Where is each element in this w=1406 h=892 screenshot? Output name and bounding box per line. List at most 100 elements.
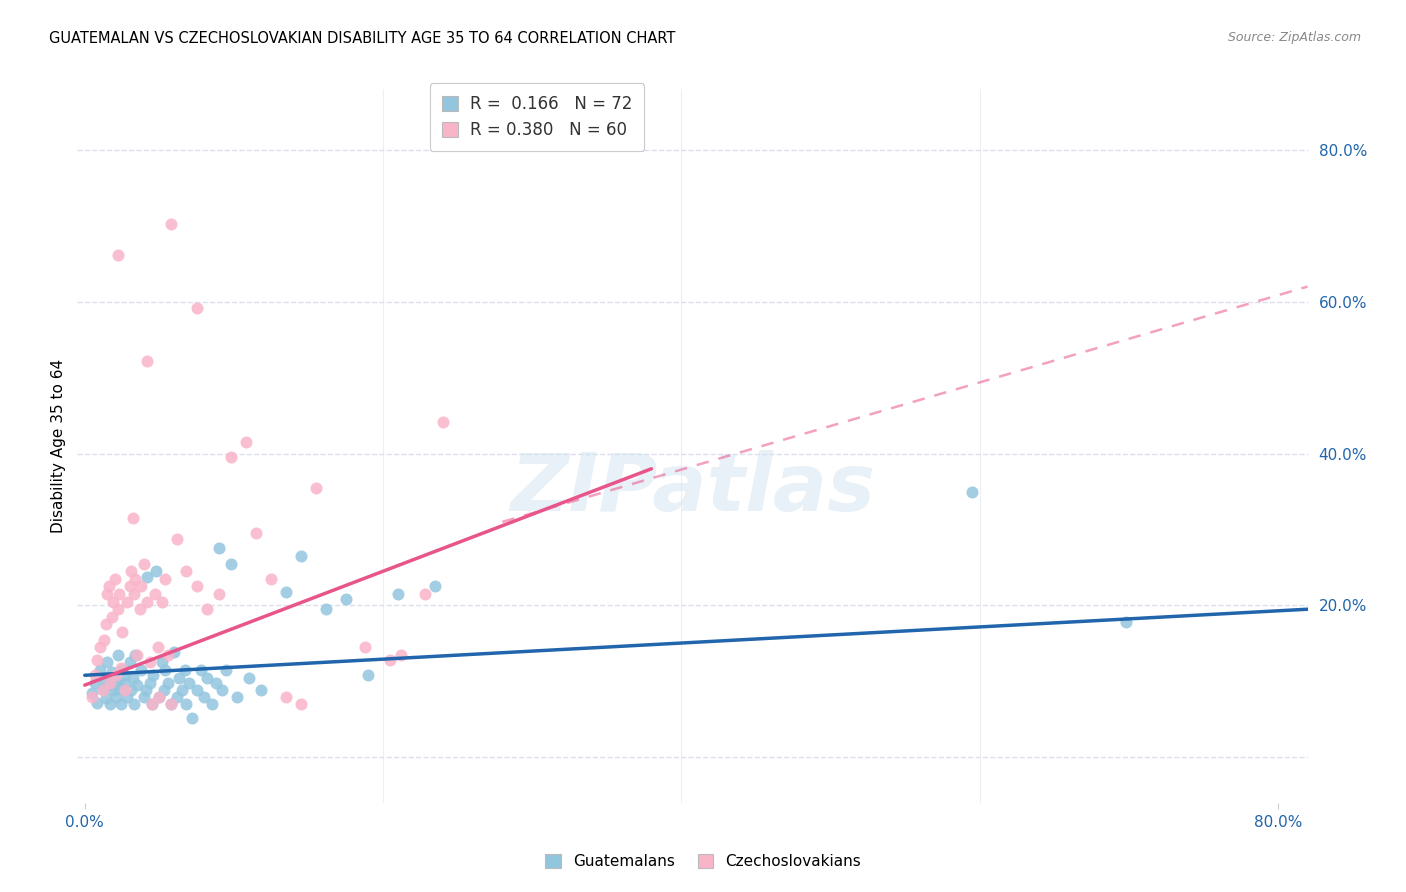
Point bbox=[136, 569, 159, 583]
Point bbox=[101, 594, 124, 608]
Y-axis label: Disability Age 35 to 64: Disability Age 35 to 64 bbox=[51, 359, 66, 533]
Point bbox=[315, 602, 337, 616]
Point bbox=[86, 653, 108, 667]
Point bbox=[125, 648, 148, 662]
Point bbox=[110, 697, 132, 711]
Point bbox=[166, 532, 188, 546]
Point bbox=[125, 678, 148, 692]
Legend: Guatemalans, Czechoslovakians: Guatemalans, Czechoslovakians bbox=[538, 848, 868, 875]
Point bbox=[89, 663, 111, 677]
Point bbox=[100, 665, 122, 680]
Point bbox=[111, 625, 134, 640]
Point bbox=[208, 587, 231, 601]
Point bbox=[215, 663, 238, 677]
Point bbox=[131, 663, 153, 677]
Point bbox=[432, 415, 454, 429]
Point bbox=[148, 690, 170, 704]
Point bbox=[94, 691, 117, 706]
Point bbox=[104, 671, 127, 685]
Point bbox=[335, 592, 357, 607]
Point bbox=[96, 587, 118, 601]
Point bbox=[107, 602, 129, 616]
Point bbox=[94, 617, 117, 632]
Point bbox=[100, 609, 122, 624]
Legend: R =  0.166   N = 72, R = 0.380   N = 60: R = 0.166 N = 72, R = 0.380 N = 60 bbox=[430, 83, 644, 151]
Point bbox=[124, 648, 146, 662]
Point bbox=[122, 697, 145, 711]
Point bbox=[136, 354, 159, 368]
Point bbox=[121, 671, 143, 685]
Point bbox=[134, 690, 156, 704]
Point bbox=[115, 690, 138, 704]
Point bbox=[174, 697, 197, 711]
Point bbox=[380, 653, 402, 667]
Point bbox=[195, 602, 218, 616]
Point bbox=[82, 690, 104, 704]
Point bbox=[960, 484, 983, 499]
Point bbox=[131, 579, 153, 593]
Point bbox=[86, 696, 108, 710]
Point bbox=[163, 645, 186, 659]
Text: GUATEMALAN VS CZECHOSLOVAKIAN DISABILITY AGE 35 TO 64 CORRELATION CHART: GUATEMALAN VS CZECHOSLOVAKIAN DISABILITY… bbox=[49, 31, 676, 46]
Point bbox=[139, 656, 162, 670]
Point bbox=[173, 663, 195, 677]
Point bbox=[195, 671, 218, 685]
Point bbox=[122, 587, 145, 601]
Point bbox=[121, 511, 143, 525]
Point bbox=[104, 572, 127, 586]
Point bbox=[190, 663, 212, 677]
Point bbox=[129, 602, 152, 616]
Point bbox=[91, 681, 114, 696]
Point bbox=[211, 683, 233, 698]
Point bbox=[219, 450, 242, 465]
Point bbox=[186, 301, 208, 315]
Point bbox=[290, 549, 312, 563]
Point bbox=[160, 217, 183, 231]
Point bbox=[413, 587, 436, 601]
Point bbox=[387, 587, 409, 601]
Point bbox=[179, 676, 201, 690]
Point bbox=[143, 587, 166, 601]
Text: Source: ZipAtlas.com: Source: ZipAtlas.com bbox=[1227, 31, 1361, 45]
Point bbox=[120, 564, 142, 578]
Point bbox=[118, 656, 141, 670]
Point bbox=[141, 697, 163, 711]
Point bbox=[193, 690, 215, 704]
Point bbox=[135, 683, 157, 698]
Point bbox=[93, 632, 115, 647]
Point bbox=[274, 690, 297, 704]
Point bbox=[305, 481, 328, 495]
Point bbox=[200, 697, 222, 711]
Point bbox=[107, 676, 129, 690]
Point bbox=[219, 557, 242, 571]
Point bbox=[89, 640, 111, 655]
Point bbox=[124, 572, 146, 586]
Point bbox=[114, 676, 136, 690]
Point bbox=[157, 648, 180, 662]
Point bbox=[105, 668, 128, 682]
Point bbox=[389, 648, 412, 662]
Point bbox=[108, 587, 131, 601]
Point bbox=[98, 697, 121, 711]
Point bbox=[425, 579, 447, 593]
Point bbox=[111, 663, 134, 677]
Point bbox=[238, 671, 260, 685]
Point bbox=[107, 248, 129, 262]
Point bbox=[208, 541, 231, 556]
Point bbox=[82, 686, 104, 700]
Point bbox=[235, 435, 257, 450]
Point bbox=[205, 676, 228, 690]
Point bbox=[108, 681, 131, 696]
Point bbox=[118, 579, 141, 593]
Point bbox=[181, 711, 204, 725]
Point bbox=[155, 663, 177, 677]
Point bbox=[153, 683, 176, 698]
Point bbox=[160, 697, 183, 711]
Point bbox=[249, 683, 271, 698]
Point bbox=[166, 690, 188, 704]
Point bbox=[93, 671, 115, 685]
Point bbox=[114, 683, 136, 698]
Point bbox=[107, 648, 129, 662]
Point bbox=[290, 697, 312, 711]
Point bbox=[145, 564, 167, 578]
